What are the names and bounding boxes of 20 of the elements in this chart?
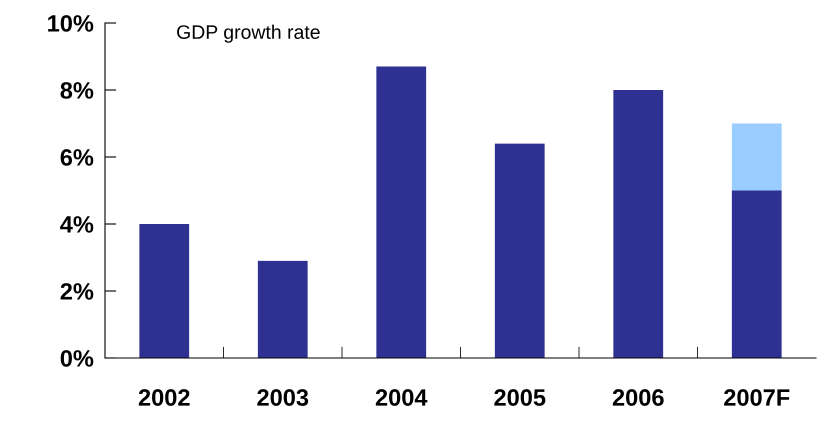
x-tick-label: 2006 [612, 389, 664, 406]
x-tick-label: 2004 [376, 389, 428, 406]
bar [613, 90, 664, 358]
y-tick-label: 2% [60, 283, 94, 300]
bar [732, 190, 782, 358]
y-tick-label: 4% [60, 216, 94, 233]
bar [139, 224, 190, 358]
y-tick-label: 6% [60, 149, 94, 166]
x-tick-label: 2002 [138, 389, 190, 406]
bar [258, 260, 308, 358]
chart-title: GDP growth rate [177, 24, 320, 43]
y-tick-label: 8% [60, 82, 94, 99]
x-tick-label: 2005 [494, 389, 546, 406]
x-tick-label: 2007F [724, 389, 790, 406]
bar [494, 144, 545, 358]
x-tick-label: 2003 [257, 389, 308, 406]
y-tick-label: 10% [48, 15, 94, 32]
bar [732, 124, 782, 190]
y-tick-label: 0% [60, 350, 94, 367]
bar [376, 66, 426, 358]
